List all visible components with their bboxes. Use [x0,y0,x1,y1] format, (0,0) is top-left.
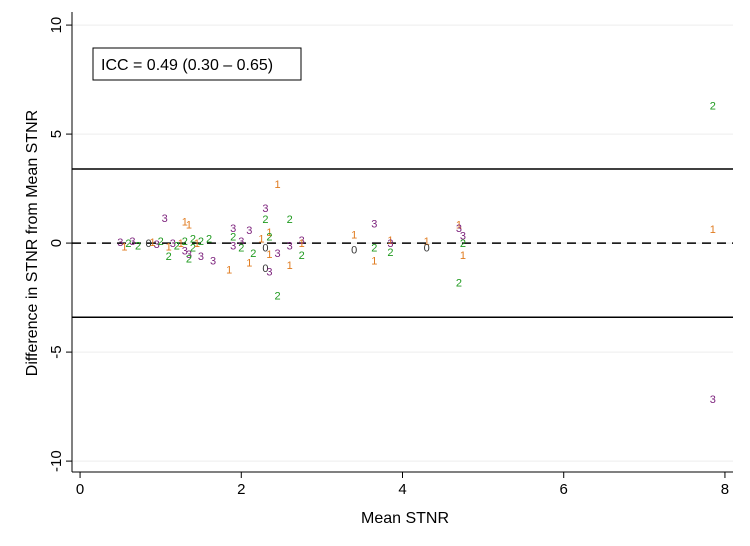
data-point-9: 2 [158,236,164,248]
data-point-20: 2 [186,253,192,265]
data-point-17: 2 [182,236,188,248]
data-point-39: 3 [262,203,268,215]
data-point-51: 1 [287,260,293,272]
data-point-8: 3 [162,213,168,225]
data-point-49: 2 [287,214,293,226]
data-point-16: 1 [186,220,192,232]
data-point-15: 1 [182,216,188,228]
data-point-12: 3 [170,238,176,250]
data-point-7: 3 [154,239,160,251]
data-point-0: 3 [117,237,123,249]
data-point-41: 2 [266,232,272,244]
x-tick-label-3: 6 [560,481,568,498]
data-point-40: 1 [266,227,272,239]
data-point-52: 3 [299,235,305,247]
data-point-5: 0 [146,238,152,250]
data-point-19: 3 [186,249,192,261]
y-axis-title: Difference in STNR from Mean STNR [24,110,41,376]
data-point-53: 1 [299,238,305,250]
data-point-71: 2 [710,101,716,113]
data-point-69: 1 [460,250,466,262]
data-point-58: 2 [371,242,377,254]
data-point-70: 2 [456,277,462,289]
data-point-66: 3 [456,223,462,235]
reference-lines [72,168,733,318]
data-point-18: 3 [182,246,188,258]
data-point-25: 3 [198,251,204,263]
data-point-10: 1 [166,241,172,253]
data-point-30: 3 [230,240,236,252]
y-tick-label-0: 10 [48,17,65,34]
data-point-11: 2 [166,251,172,263]
data-point-43: 1 [266,249,272,261]
x-axis-title: Mean STNR [361,510,449,527]
data-point-38: 2 [262,214,268,226]
data-point-57: 3 [371,218,377,230]
data-point-47: 3 [274,248,280,260]
data-point-31: 1 [226,264,232,276]
data-point-32: 3 [238,236,244,248]
annotation-box [92,47,302,81]
data-point-29: 2 [230,232,236,244]
x-tick-label-2: 4 [398,481,406,498]
data-point-34: 3 [246,225,252,237]
y-tick-label-1: 5 [48,130,65,138]
data-point-4: 2 [135,240,141,252]
data-point-46: 1 [274,179,280,191]
data-point-23: 1 [194,238,200,250]
data-point-28: 3 [230,223,236,235]
data-point-36: 1 [246,258,252,270]
annotation-text: ICC = 0.49 (0.30 – 0.65) [101,57,273,74]
data-point-72: 1 [710,224,716,236]
data-point-64: 0 [424,242,430,254]
x-tick-label-4: 8 [721,481,729,498]
data-point-61: 3 [387,238,393,250]
y-tick-label-2: 0 [48,239,65,247]
data-point-13: 2 [174,240,180,252]
x-tick-label-0: 0 [76,481,84,498]
data-point-60: 1 [387,235,393,247]
data-point-22: 2 [190,242,196,254]
data-point-65: 1 [456,220,462,232]
data-point-44: 0 [262,263,268,275]
data-point-2: 2 [125,238,131,250]
data-point-6: 1 [150,237,156,249]
data-point-55: 1 [351,229,357,241]
data-point-50: 3 [287,240,293,252]
data-point-67: 3 [460,230,466,242]
data-point-63: 1 [424,236,430,248]
data-point-35: 2 [250,248,256,260]
data-point-14: 1 [178,238,184,250]
data-point-59: 1 [371,256,377,268]
data-point-37: 1 [258,234,264,246]
data-point-21: 2 [190,234,196,246]
data-point-42: 0 [262,242,268,254]
data-point-24: 2 [198,236,204,248]
data-point-45: 3 [266,266,272,278]
y-tick-label-3: -5 [48,345,65,358]
data-point-54: 2 [299,250,305,262]
data-point-68: 2 [460,238,466,250]
x-tick-label-1: 2 [237,481,245,498]
icc-annotation: ICC = 0.49 (0.30 – 0.65) [92,47,302,81]
data-point-1: 1 [121,241,127,253]
y-tick-label-4: -10 [48,450,65,472]
data-point-62: 2 [387,247,393,259]
data-point-33: 2 [238,242,244,254]
data-point-27: 3 [210,256,216,268]
data-point-48: 2 [274,290,280,302]
data-point-73: 3 [710,394,716,406]
data-point-26: 2 [206,234,212,246]
data-point-3: 3 [129,236,135,248]
data-point-56: 0 [351,245,357,257]
